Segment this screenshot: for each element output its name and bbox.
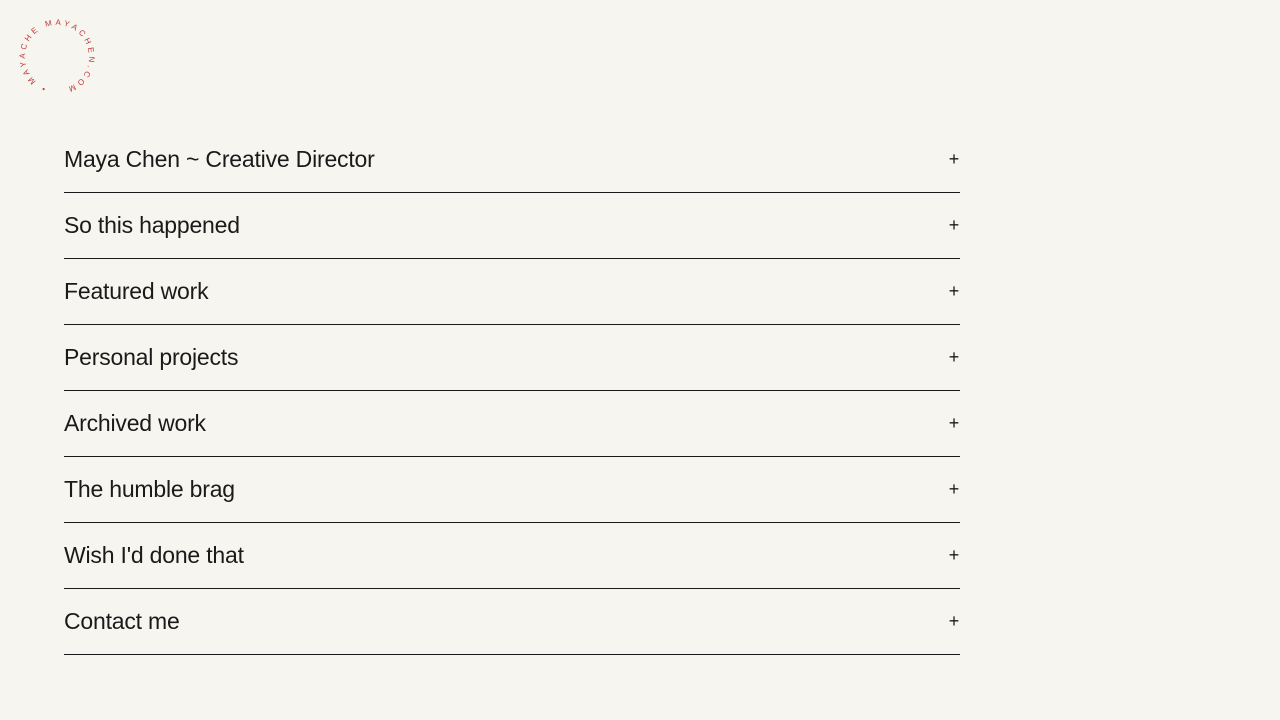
logo-text: • MAYACHE MAYACHEN.COM [7, 7, 107, 107]
accordion-item[interactable]: Archived work + [64, 391, 960, 457]
plus-icon[interactable]: + [948, 281, 960, 301]
accordion-item-label: So this happened [64, 212, 240, 238]
plus-icon[interactable]: + [948, 149, 960, 169]
logo-badge-icon: • MAYACHE MAYACHEN.COM [7, 7, 107, 107]
accordion-item[interactable]: Personal projects + [64, 325, 960, 391]
accordion-item[interactable]: Wish I'd done that + [64, 523, 960, 589]
plus-icon[interactable]: + [948, 413, 960, 433]
plus-icon[interactable]: + [948, 479, 960, 499]
accordion-item-label: Maya Chen ~ Creative Director [64, 146, 375, 172]
accordion-item[interactable]: Maya Chen ~ Creative Director + [64, 127, 960, 193]
accordion-item[interactable]: So this happened + [64, 193, 960, 259]
accordion-item-label: Contact me [64, 608, 180, 634]
accordion-item-label: Featured work [64, 278, 209, 304]
plus-icon[interactable]: + [948, 347, 960, 367]
accordion-item[interactable]: Featured work + [64, 259, 960, 325]
plus-icon[interactable]: + [948, 545, 960, 565]
plus-icon[interactable]: + [948, 611, 960, 631]
plus-icon[interactable]: + [948, 215, 960, 235]
accordion-item[interactable]: The humble brag + [64, 457, 960, 523]
accordion-item-label: Archived work [64, 410, 206, 436]
accordion-item-label: Wish I'd done that [64, 542, 244, 568]
accordion-item-label: Personal projects [64, 344, 239, 370]
accordion-item[interactable]: Contact me + [64, 589, 960, 655]
accordion-menu: Maya Chen ~ Creative Director + So this ha… [64, 127, 960, 655]
circular-logo[interactable]: • MAYACHE MAYACHEN.COM [7, 7, 107, 107]
accordion-item-label: The humble brag [64, 476, 235, 502]
svg-text:• MAYACHE MAYACHEN.COM: • MAYACHE MAYACHEN.COM [14, 14, 100, 100]
